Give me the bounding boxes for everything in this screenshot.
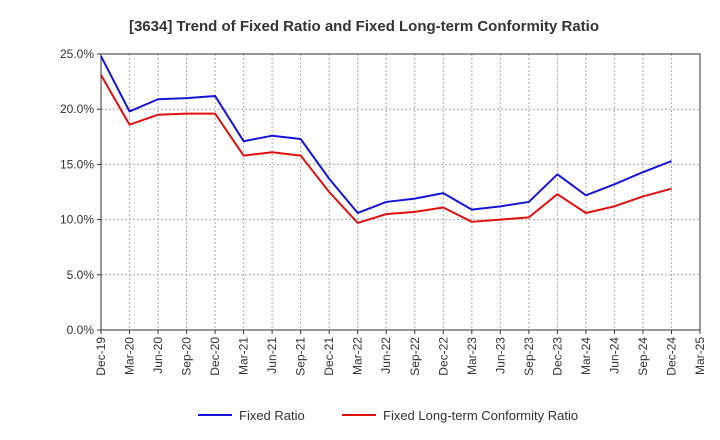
chart-title: [3634] Trend of Fixed Ratio and Fixed Lo… bbox=[129, 18, 599, 35]
x-tick-label: Dec-21 bbox=[322, 337, 336, 376]
x-tick-label: Mar-25 bbox=[693, 337, 707, 375]
x-tick-label: Sep-22 bbox=[408, 337, 422, 376]
plot-area-border bbox=[100, 53, 701, 331]
x-tick-label: Jun-23 bbox=[493, 337, 507, 374]
y-tick-label: 5.0% bbox=[67, 268, 95, 282]
x-tick-label: Mar-21 bbox=[237, 337, 251, 375]
y-tick-label: 20.0% bbox=[60, 102, 94, 116]
y-tick-label: 25.0% bbox=[60, 47, 94, 61]
legend-label-1: Fixed Ratio bbox=[239, 408, 305, 423]
y-axis: 0.0% 5.0% 10.0% 15.0% 20.0% 25.0% bbox=[60, 47, 101, 337]
x-tick-label: Dec-23 bbox=[550, 337, 564, 376]
x-tick-label: Dec-22 bbox=[436, 337, 450, 376]
series-lines bbox=[100, 55, 672, 224]
x-tick-label: Jun-24 bbox=[607, 337, 621, 374]
x-tick-label: Dec-24 bbox=[664, 337, 678, 376]
y-tick-label: 15.0% bbox=[60, 157, 94, 171]
x-tick-label: Sep-21 bbox=[294, 337, 308, 376]
series-line-1 bbox=[100, 55, 672, 214]
x-tick-label: Sep-23 bbox=[522, 337, 536, 376]
x-tick-label: Mar-24 bbox=[579, 337, 593, 375]
x-tick-label: Sep-24 bbox=[636, 337, 650, 376]
x-tick-label: Dec-20 bbox=[208, 337, 222, 376]
x-tick-label: Jun-22 bbox=[379, 337, 393, 374]
x-tick-label: Dec-19 bbox=[94, 337, 108, 376]
grid bbox=[101, 54, 700, 330]
x-tick-label: Jun-21 bbox=[265, 337, 279, 374]
series-line-2 bbox=[100, 74, 672, 224]
y-tick-label: 0.0% bbox=[67, 323, 95, 337]
x-tick-label: Sep-20 bbox=[180, 337, 194, 376]
x-tick-label: Mar-22 bbox=[351, 337, 365, 375]
x-tick-label: Mar-23 bbox=[465, 337, 479, 375]
y-tick-label: 10.0% bbox=[60, 213, 94, 227]
legend: Fixed Ratio Fixed Long-term Conformity Ra… bbox=[198, 408, 578, 423]
x-tick-label: Jun-20 bbox=[151, 337, 165, 374]
x-tick-label: Mar-20 bbox=[123, 337, 137, 375]
legend-label-2: Fixed Long-term Conformity Ratio bbox=[383, 408, 578, 423]
x-axis: Dec-19 Mar-20 Jun-20 Sep-20 Dec-20 Mar-21 Jun-… bbox=[94, 330, 707, 376]
